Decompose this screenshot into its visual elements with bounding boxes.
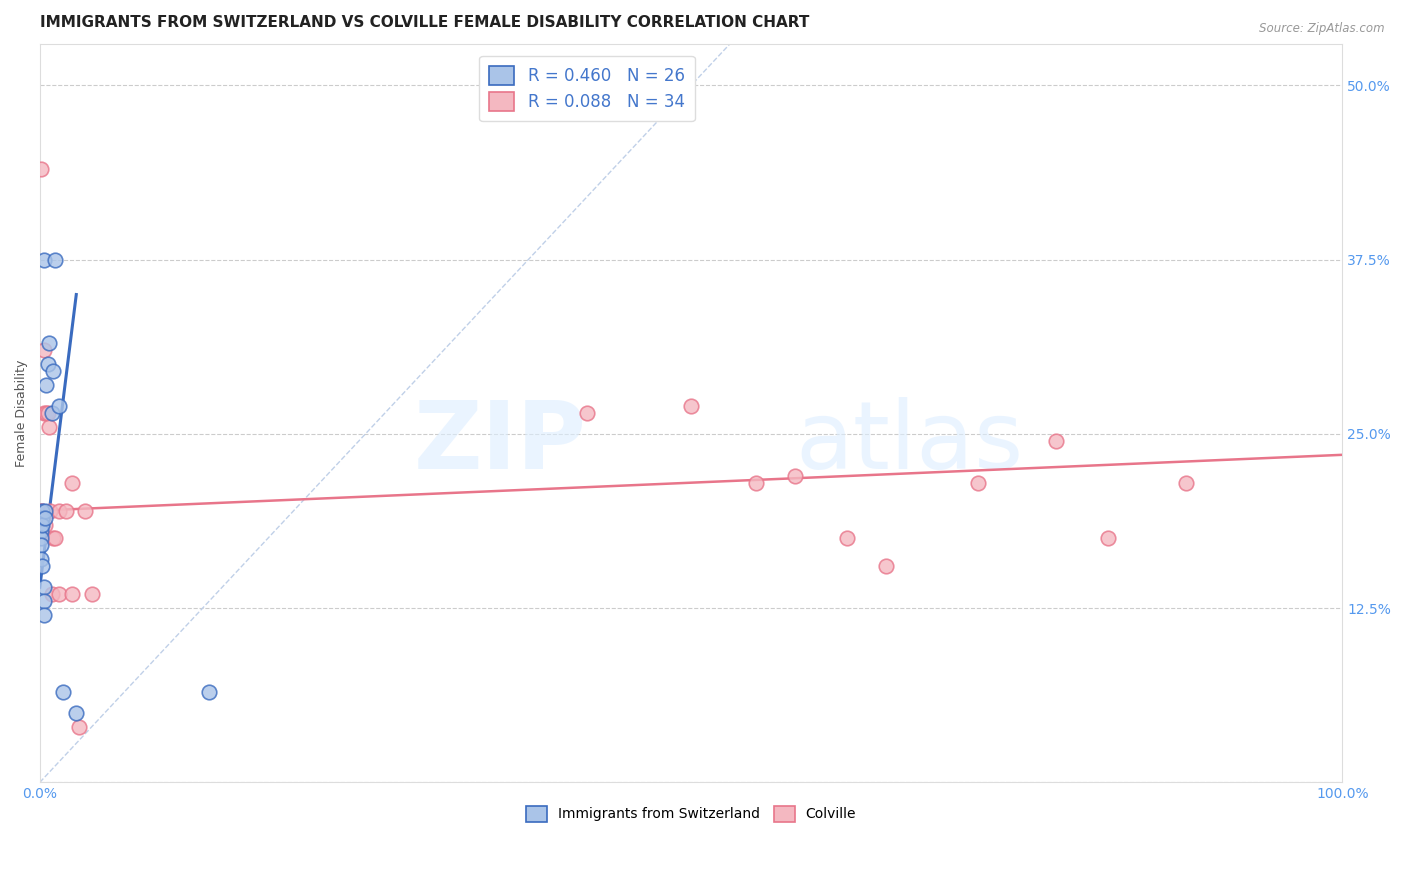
Point (1175, 475, 1198, 490)
Text: ZIP: ZIP (413, 397, 586, 489)
Point (31, 503, 53, 517)
Legend: Immigrants from Switzerland, Colville: Immigrants from Switzerland, Colville (520, 800, 862, 827)
Text: IMMIGRANTS FROM SWITZERLAND VS COLVILLE FEMALE DISABILITY CORRELATION CHART: IMMIGRANTS FROM SWITZERLAND VS COLVILLE … (39, 15, 810, 30)
Point (575, 406, 598, 420)
Point (30, 517, 52, 532)
Point (31, 559, 53, 574)
Point (30, 510, 52, 524)
Point (32, 608, 55, 623)
Point (837, 532, 859, 546)
Point (966, 475, 988, 490)
Point (48, 503, 70, 517)
Point (42, 532, 65, 546)
Point (32, 252, 55, 267)
Point (30, 538, 52, 552)
Point (32, 594, 55, 608)
Point (30, 552, 52, 566)
Point (745, 475, 768, 490)
Point (31, 517, 53, 532)
Point (30, 503, 52, 517)
Point (198, 685, 221, 699)
Point (38, 420, 60, 434)
Point (37, 357, 59, 371)
Point (679, 399, 702, 413)
Point (1097, 532, 1119, 546)
Point (785, 468, 807, 483)
Point (34, 510, 56, 524)
Point (55, 503, 77, 517)
Point (37, 406, 59, 420)
Point (67, 720, 90, 734)
Point (42, 364, 65, 378)
Point (41, 406, 63, 420)
Point (34, 517, 56, 532)
Point (32, 406, 55, 420)
Point (32, 343, 55, 358)
Point (48, 399, 70, 413)
Point (38, 336, 60, 351)
Point (44, 252, 66, 267)
Text: atlas: atlas (796, 397, 1024, 489)
Point (41, 587, 63, 601)
Point (31, 503, 53, 517)
Point (44, 532, 66, 546)
Point (80, 587, 103, 601)
Point (35, 406, 58, 420)
Point (30, 532, 52, 546)
Point (60, 587, 83, 601)
Point (30, 517, 52, 532)
Point (39, 503, 62, 517)
Point (52, 685, 75, 699)
Point (48, 587, 70, 601)
Point (60, 475, 83, 490)
Y-axis label: Female Disability: Female Disability (15, 359, 28, 467)
Point (34, 503, 56, 517)
Point (30, 524, 52, 539)
Point (31, 510, 53, 524)
Point (31, 510, 53, 524)
Point (30, 510, 52, 524)
Point (65, 706, 87, 720)
Point (35, 378, 58, 392)
Point (30, 162, 52, 177)
Point (1045, 434, 1067, 448)
Point (32, 580, 55, 594)
Point (875, 559, 897, 574)
Text: Source: ZipAtlas.com: Source: ZipAtlas.com (1260, 22, 1385, 36)
Point (75, 503, 97, 517)
